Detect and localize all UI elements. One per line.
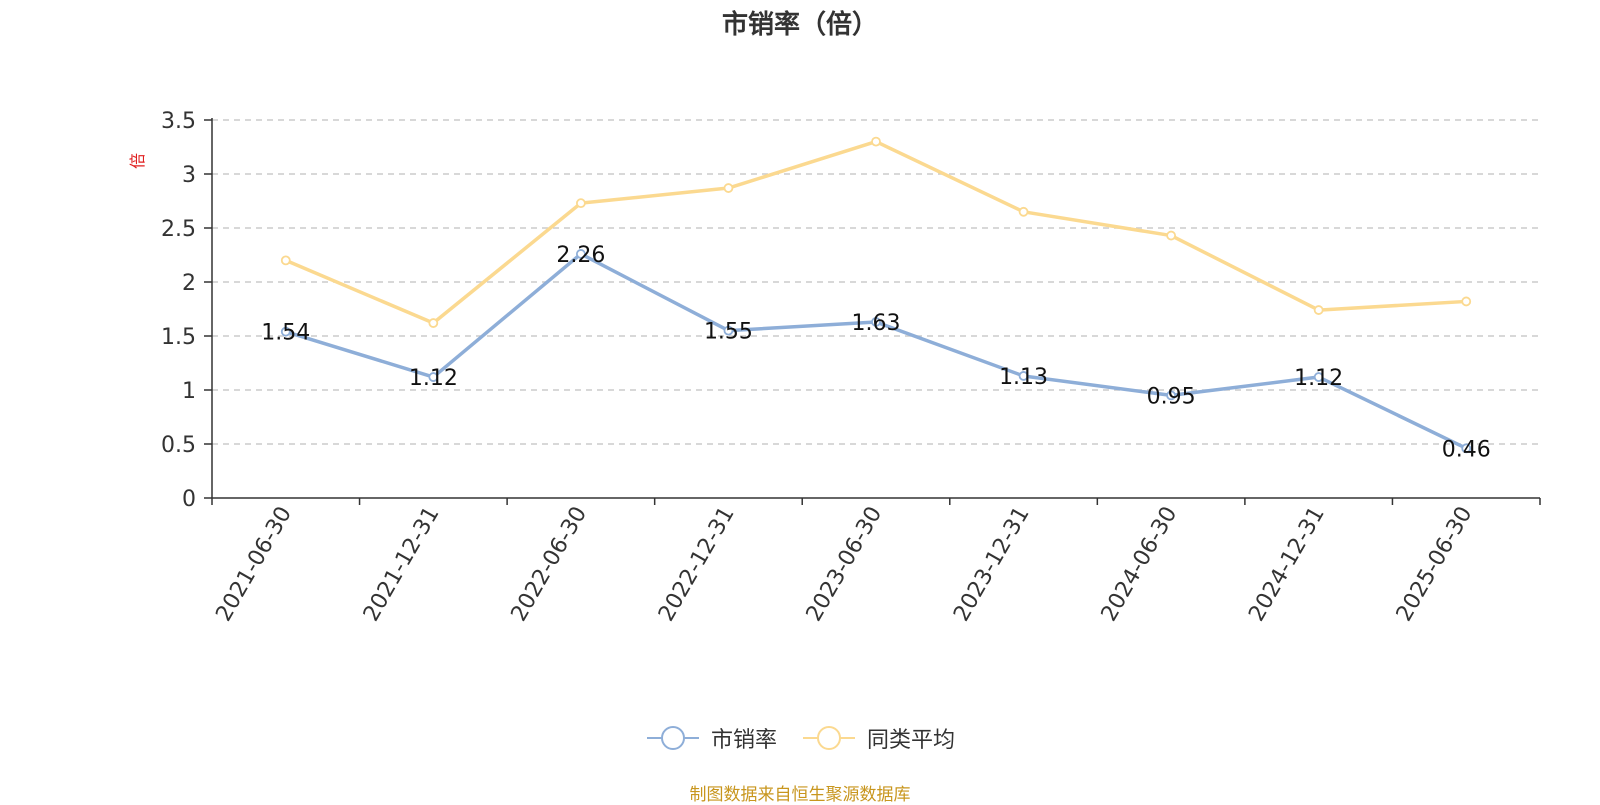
data-label: 1.55 xyxy=(704,320,753,345)
y-tick-label: 2.5 xyxy=(161,217,196,242)
x-tick-label: 2024-06-30 xyxy=(1097,503,1183,626)
data-label: 2.26 xyxy=(556,243,605,268)
y-tick-label: 2 xyxy=(182,271,196,296)
data-point xyxy=(1166,390,1177,401)
data-point xyxy=(280,255,291,266)
data-label: 1.54 xyxy=(261,321,310,346)
data-point xyxy=(1313,372,1324,382)
y-tick-label: 1 xyxy=(182,379,196,404)
data-label: 0.46 xyxy=(1442,437,1491,462)
y-tick-label: 3.5 xyxy=(161,109,196,134)
source-note: 制图数据来自恒生聚源数据库 xyxy=(689,785,911,805)
legend-label: 同类平均 xyxy=(867,728,956,753)
data-label: 1.63 xyxy=(852,311,901,336)
data-label: 1.12 xyxy=(1294,366,1343,391)
data-point xyxy=(428,372,439,382)
data-point xyxy=(723,183,734,193)
data-point xyxy=(1313,305,1324,315)
series-line xyxy=(285,139,1467,325)
legend-swatch xyxy=(646,726,699,750)
x-tick-label: 2024-12-31 xyxy=(1244,503,1330,626)
data-point xyxy=(428,318,439,328)
data-labels: 1.54 1.12 2.26 1.55 1.63 1.13 0.95 1.12 0.46 xyxy=(261,243,1490,462)
legend-label: 市销率 xyxy=(710,728,777,753)
data-point xyxy=(575,198,586,209)
y-tick-label: 0 xyxy=(182,487,196,512)
x-tick-label: 2022-06-30 xyxy=(507,503,593,626)
y-tick-label: 1.5 xyxy=(161,325,196,350)
legend-item[interactable]: 同类平均 xyxy=(801,722,955,754)
series-lines xyxy=(280,136,1472,454)
data-point xyxy=(1166,230,1177,241)
legend-swatch xyxy=(803,726,855,750)
x-tick-label: 2023-06-30 xyxy=(802,503,888,626)
data-label: 1.12 xyxy=(409,366,458,391)
x-tick-label: 2021-12-31 xyxy=(359,503,445,626)
data-point xyxy=(280,326,291,337)
y-tick-label: 0.5 xyxy=(161,433,196,458)
data-point xyxy=(871,136,881,147)
data-point xyxy=(575,249,586,259)
data-label: 0.95 xyxy=(1147,384,1196,409)
x-tick-label: 2025-06-30 xyxy=(1392,503,1478,626)
data-point xyxy=(723,325,734,336)
series-line xyxy=(285,252,1467,450)
legend-marker xyxy=(817,726,841,750)
legend: 市销率 同类平均 xyxy=(0,722,1600,754)
data-point xyxy=(871,317,881,327)
data-point xyxy=(1461,443,1472,454)
data-point xyxy=(1018,206,1029,217)
legend-item[interactable]: 市销率 xyxy=(645,722,777,754)
grid-lines xyxy=(212,119,1540,445)
data-point xyxy=(1461,296,1472,307)
x-tick-label: 2021-06-30 xyxy=(211,503,297,626)
data-label: 1.13 xyxy=(999,365,1048,390)
x-tick-label: 2023-12-31 xyxy=(949,503,1035,626)
legend-marker xyxy=(660,726,685,750)
y-tick-label: 3 xyxy=(182,163,196,188)
y-axis-label: 倍 xyxy=(128,153,147,169)
x-tick-label: 2022-12-31 xyxy=(654,503,740,626)
data-point xyxy=(1018,371,1029,381)
chart-title: 市销率（倍） xyxy=(721,10,878,40)
